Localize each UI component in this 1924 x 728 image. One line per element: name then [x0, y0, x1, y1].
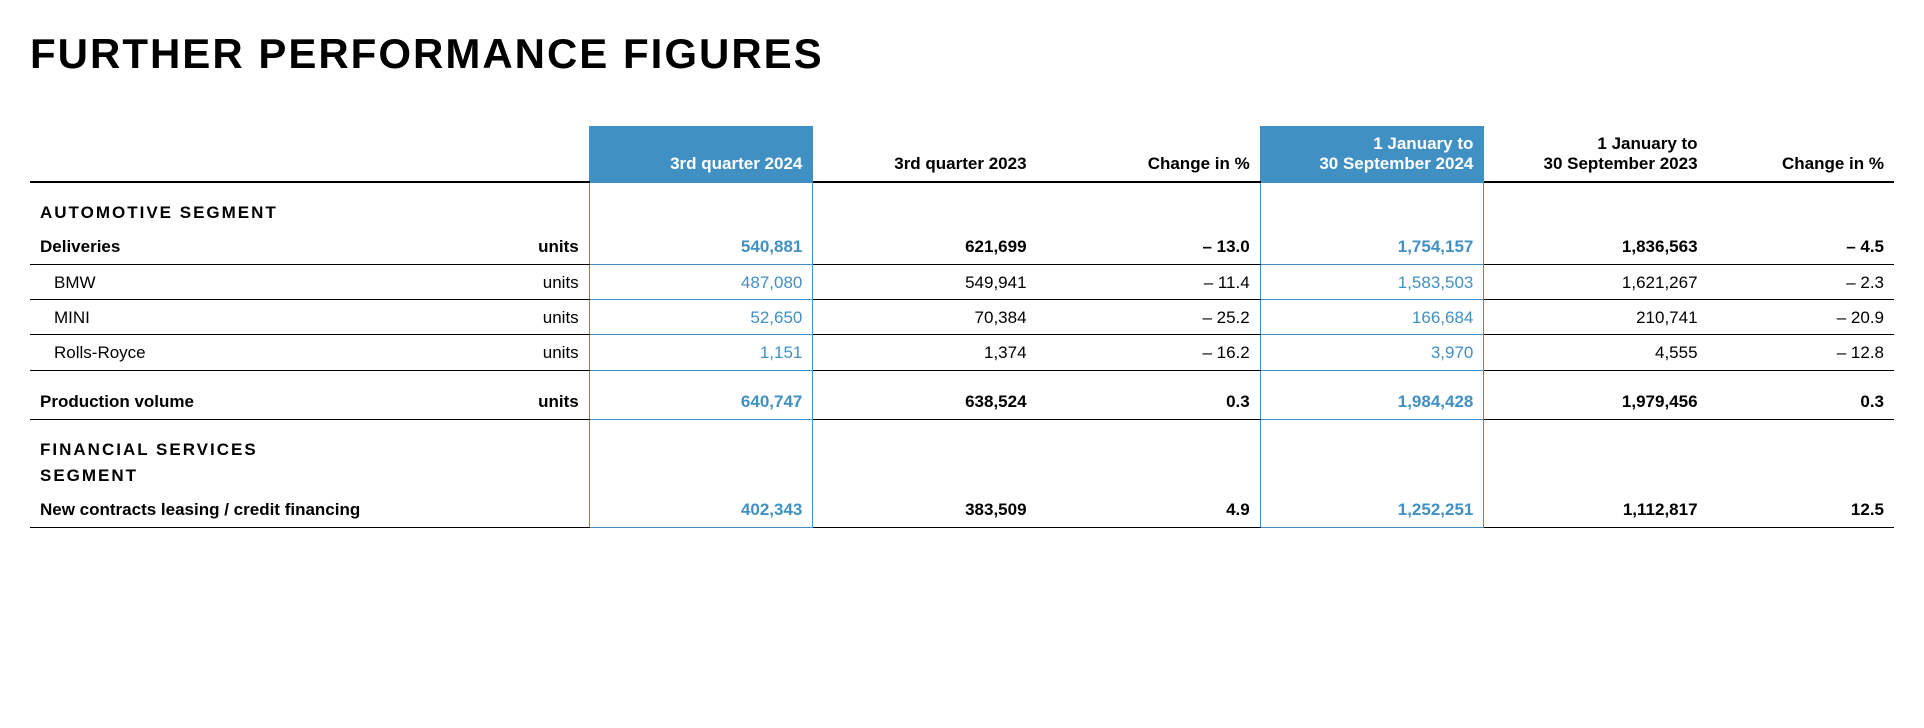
section-blank	[1260, 182, 1484, 229]
row-unit: units	[477, 229, 589, 264]
cell-ytd-2023: 4,555	[1484, 335, 1708, 370]
section-blank	[589, 419, 813, 466]
spacer-cell	[477, 370, 589, 384]
section-blank	[813, 466, 1037, 492]
section-blank	[589, 182, 813, 229]
cell-q3-2023: 621,699	[813, 229, 1037, 264]
row-label: MINI	[30, 299, 477, 334]
cell-q3-2024: 640,747	[589, 384, 813, 419]
col-header-label	[30, 126, 477, 182]
row-unit	[477, 492, 589, 527]
col-header-change-q: Change in %	[1037, 126, 1261, 182]
col-header-ytd-2024: 1 January to 30 September 2024	[1260, 126, 1484, 182]
spacer-cell	[813, 370, 1037, 384]
col-header-change-y: Change in %	[1708, 126, 1894, 182]
col-header-unit	[477, 126, 589, 182]
col-header-q3-2023: 3rd quarter 2023	[813, 126, 1037, 182]
spacer-cell	[1484, 370, 1708, 384]
cell-q3-2023: 638,524	[813, 384, 1037, 419]
cell-ytd-2024: 1,583,503	[1260, 264, 1484, 299]
section-blank	[1708, 419, 1894, 466]
cell-ytd-2023: 1,836,563	[1484, 229, 1708, 264]
cell-q3-2024: 402,343	[589, 492, 813, 527]
col-header-q3-2024: 3rd quarter 2024	[589, 126, 813, 182]
performance-table: 3rd quarter 2024 3rd quarter 2023 Change…	[30, 126, 1894, 528]
cell-change-y: – 20.9	[1708, 299, 1894, 334]
cell-ytd-2024: 166,684	[1260, 299, 1484, 334]
spacer-cell	[30, 370, 477, 384]
section-blank	[1708, 466, 1894, 492]
row-unit: units	[477, 335, 589, 370]
page-title: FURTHER PERFORMANCE FIGURES	[30, 30, 1894, 78]
section-blank	[1037, 466, 1261, 492]
section-blank	[1484, 466, 1708, 492]
cell-ytd-2024: 1,754,157	[1260, 229, 1484, 264]
cell-change-q: 0.3	[1037, 384, 1261, 419]
cell-change-y: – 4.5	[1708, 229, 1894, 264]
row-label: Rolls-Royce	[30, 335, 477, 370]
cell-change-y: 12.5	[1708, 492, 1894, 527]
section-title: SEGMENT	[30, 466, 589, 492]
col-header-ytd-2023: 1 January to 30 September 2023	[1484, 126, 1708, 182]
cell-change-y: 0.3	[1708, 384, 1894, 419]
cell-change-q: – 11.4	[1037, 264, 1261, 299]
cell-ytd-2023: 1,621,267	[1484, 264, 1708, 299]
cell-q3-2023: 383,509	[813, 492, 1037, 527]
section-blank	[589, 466, 813, 492]
row-unit: units	[477, 264, 589, 299]
cell-change-q: – 13.0	[1037, 229, 1261, 264]
cell-ytd-2024: 3,970	[1260, 335, 1484, 370]
cell-ytd-2024: 1,984,428	[1260, 384, 1484, 419]
cell-q3-2023: 549,941	[813, 264, 1037, 299]
cell-change-q: – 16.2	[1037, 335, 1261, 370]
row-label: Production volume	[30, 384, 477, 419]
section-blank	[1260, 419, 1484, 466]
section-blank	[1708, 182, 1894, 229]
row-label: Deliveries	[30, 229, 477, 264]
cell-ytd-2023: 210,741	[1484, 299, 1708, 334]
section-blank	[1037, 419, 1261, 466]
spacer-cell	[589, 370, 813, 384]
section-blank	[1037, 182, 1261, 229]
cell-q3-2024: 1,151	[589, 335, 813, 370]
section-blank	[1484, 419, 1708, 466]
row-label: New contracts leasing / credit financing	[30, 492, 477, 527]
cell-ytd-2024: 1,252,251	[1260, 492, 1484, 527]
cell-ytd-2023: 1,979,456	[1484, 384, 1708, 419]
cell-q3-2023: 70,384	[813, 299, 1037, 334]
cell-change-y: – 12.8	[1708, 335, 1894, 370]
section-title: FINANCIAL SERVICES	[30, 419, 589, 466]
section-blank	[813, 182, 1037, 229]
row-unit: units	[477, 384, 589, 419]
cell-change-q: – 25.2	[1037, 299, 1261, 334]
cell-change-q: 4.9	[1037, 492, 1261, 527]
cell-q3-2023: 1,374	[813, 335, 1037, 370]
section-title: AUTOMOTIVE SEGMENT	[30, 182, 589, 229]
row-unit: units	[477, 299, 589, 334]
cell-q3-2024: 52,650	[589, 299, 813, 334]
row-label: BMW	[30, 264, 477, 299]
cell-ytd-2023: 1,112,817	[1484, 492, 1708, 527]
spacer-cell	[1260, 370, 1484, 384]
cell-change-y: – 2.3	[1708, 264, 1894, 299]
section-blank	[813, 419, 1037, 466]
cell-q3-2024: 540,881	[589, 229, 813, 264]
spacer-cell	[1037, 370, 1261, 384]
cell-q3-2024: 487,080	[589, 264, 813, 299]
section-blank	[1484, 182, 1708, 229]
spacer-cell	[1708, 370, 1894, 384]
section-blank	[1260, 466, 1484, 492]
